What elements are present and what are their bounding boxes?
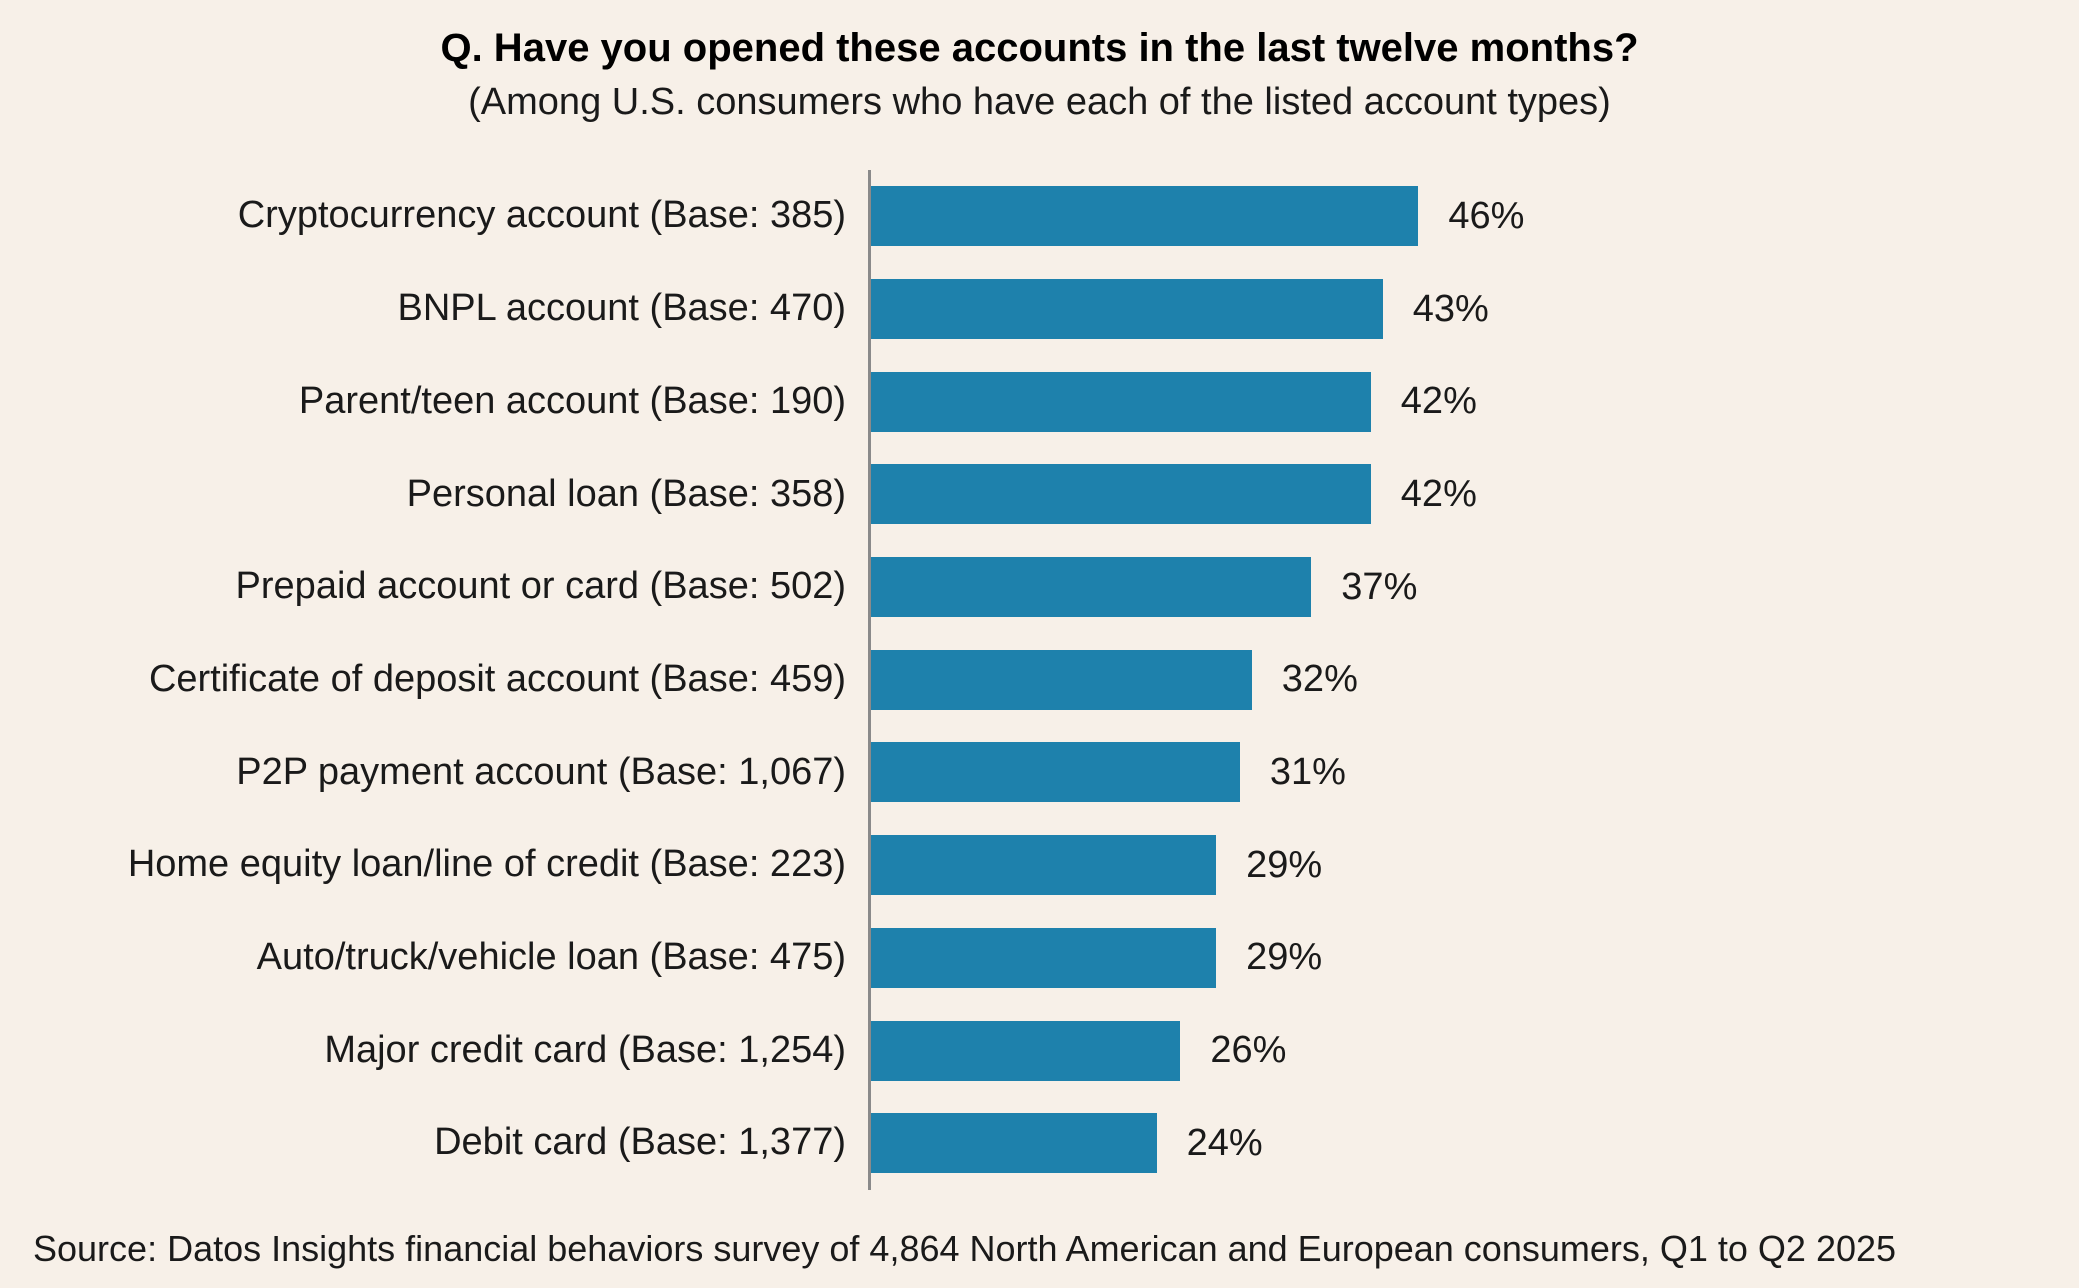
bar-area: 29% bbox=[868, 818, 2079, 912]
value-label: 31% bbox=[1269, 750, 1346, 793]
bar bbox=[871, 835, 1217, 896]
bar-row: Parent/teen account (Base: 190) 42% bbox=[0, 355, 2079, 449]
bar-area: 24% bbox=[868, 1096, 2079, 1190]
value-label: 26% bbox=[1210, 1029, 1287, 1072]
bar-area: 37% bbox=[868, 540, 2079, 634]
bar bbox=[871, 279, 1383, 340]
bar-area: 46% bbox=[868, 170, 2079, 263]
value-label: 42% bbox=[1400, 472, 1477, 515]
bar-row: Auto/truck/vehicle loan (Base: 475) 29% bbox=[0, 911, 2079, 1005]
value-label: 32% bbox=[1281, 658, 1358, 701]
value-label: 42% bbox=[1400, 380, 1477, 423]
value-label: 29% bbox=[1246, 843, 1323, 886]
category-label: Prepaid account or card (Base: 502) bbox=[235, 565, 846, 608]
bar bbox=[871, 927, 1217, 988]
bar-row: Certificate of deposit account (Base: 45… bbox=[0, 633, 2079, 727]
value-label: 43% bbox=[1412, 287, 1489, 330]
bar bbox=[871, 557, 1312, 618]
bar-row: Prepaid account or card (Base: 502) 37% bbox=[0, 540, 2079, 634]
category-label: Debit card (Base: 1,377) bbox=[434, 1121, 846, 1164]
bar-row: Home equity loan/line of credit (Base: 2… bbox=[0, 818, 2079, 912]
source-note: Source: Datos Insights financial behavio… bbox=[33, 1228, 1897, 1269]
bar-area: 31% bbox=[868, 726, 2079, 819]
category-label: Parent/teen account (Base: 190) bbox=[298, 379, 846, 422]
chart-title: Q. Have you opened these accounts in the… bbox=[440, 26, 1639, 70]
value-label: 37% bbox=[1341, 565, 1418, 608]
category-label: Certificate of deposit account (Base: 45… bbox=[148, 657, 846, 700]
bar-area: 42% bbox=[868, 448, 2079, 541]
bar bbox=[871, 1020, 1181, 1081]
bar-chart: Cryptocurrency account (Base: 385) 46% B… bbox=[0, 170, 2079, 1190]
bar bbox=[871, 1113, 1157, 1174]
category-label: Auto/truck/vehicle loan (Base: 475) bbox=[256, 935, 846, 978]
bar-area: 42% bbox=[868, 355, 2079, 449]
category-label: Cryptocurrency account (Base: 385) bbox=[237, 194, 846, 237]
category-label: Major credit card (Base: 1,254) bbox=[324, 1028, 846, 1071]
bar-area: 29% bbox=[868, 911, 2079, 1005]
category-label: BNPL account (Base: 470) bbox=[397, 287, 846, 330]
bar-row: P2P payment account (Base: 1,067) 31% bbox=[0, 726, 2079, 819]
bar-row: Cryptocurrency account (Base: 385) 46% bbox=[0, 170, 2079, 263]
value-label: 29% bbox=[1246, 936, 1323, 979]
bar-row: Debit card (Base: 1,377) 24% bbox=[0, 1096, 2079, 1190]
bar bbox=[871, 649, 1252, 710]
value-label: 24% bbox=[1186, 1121, 1263, 1164]
category-label: Personal loan (Base: 358) bbox=[406, 472, 846, 515]
bar-area: 32% bbox=[868, 633, 2079, 727]
chart-header: Q. Have you opened these accounts in the… bbox=[0, 26, 2079, 124]
bar-area: 26% bbox=[868, 1004, 2079, 1097]
bar-row: Major credit card (Base: 1,254) 26% bbox=[0, 1004, 2079, 1097]
category-label: Home equity loan/line of credit (Base: 2… bbox=[127, 843, 846, 886]
bar-rows: Cryptocurrency account (Base: 385) 46% B… bbox=[0, 170, 2079, 1190]
value-label: 46% bbox=[1448, 194, 1525, 237]
bar-row: BNPL account (Base: 470) 43% bbox=[0, 262, 2079, 356]
bar-row: Personal loan (Base: 358) 42% bbox=[0, 448, 2079, 541]
category-label: P2P payment account (Base: 1,067) bbox=[236, 750, 846, 793]
bar bbox=[871, 186, 1419, 247]
bar-area: 43% bbox=[868, 262, 2079, 356]
bar bbox=[871, 742, 1240, 803]
bar bbox=[871, 464, 1371, 525]
chart-subtitle: (Among U.S. consumers who have each of t… bbox=[468, 81, 1611, 123]
bar bbox=[871, 371, 1371, 432]
